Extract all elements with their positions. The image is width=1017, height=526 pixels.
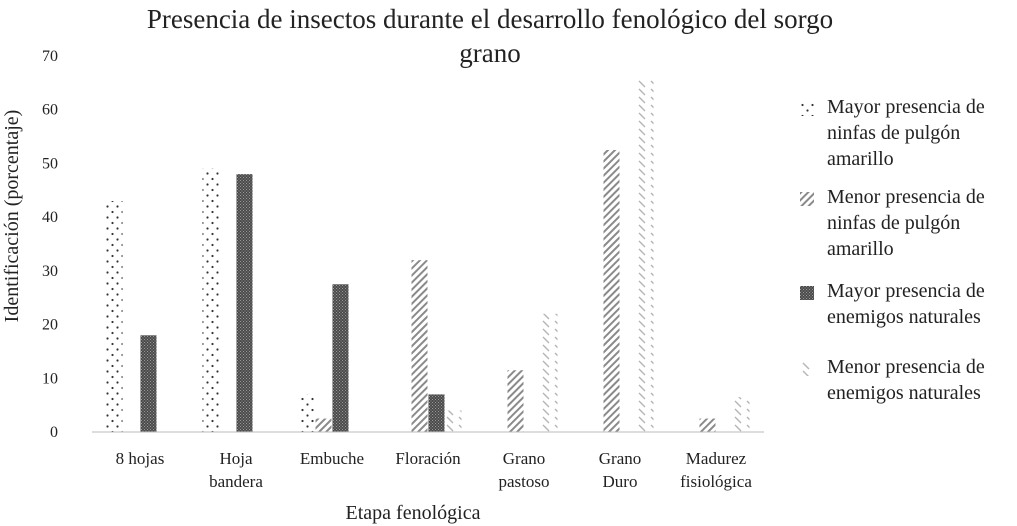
bar-series-3-cat-5 bbox=[637, 80, 654, 433]
bar-series-3-cat-6 bbox=[733, 397, 750, 432]
bar-series-3-cat-3 bbox=[445, 410, 462, 432]
y-tick-label: 40 bbox=[42, 209, 58, 226]
y-tick-label: 20 bbox=[42, 317, 58, 334]
legend-swatch-dots bbox=[800, 102, 814, 116]
x-tick-label-line: 8 hojas bbox=[116, 449, 165, 468]
y-tick-label: 70 bbox=[42, 48, 58, 65]
chart-title-line: Presencia de insectos durante el desarro… bbox=[146, 4, 834, 34]
x-tick-label-line: Grano bbox=[503, 449, 545, 468]
y-tick-label: 50 bbox=[42, 155, 58, 172]
x-tick-label: Grano Duro bbox=[599, 449, 641, 491]
x-tick-label: Floración bbox=[395, 449, 461, 468]
legend-swatch-light bbox=[800, 362, 814, 376]
x-tick-label-line: bandera bbox=[209, 472, 263, 491]
x-tick-label: Embuche bbox=[300, 449, 364, 468]
x-tick-label-line: pastoso bbox=[499, 472, 550, 491]
chart-title: Presencia de insectos durante el desarro… bbox=[40, 2, 940, 70]
legend-label-line: Menor presencia de bbox=[827, 356, 985, 378]
y-axis-label: Identificación (porcentaje) bbox=[1, 110, 23, 323]
y-tick-label: 10 bbox=[42, 370, 58, 387]
bar-series-0-cat-1 bbox=[202, 168, 219, 433]
legend-label-line: ninfas de pulgón bbox=[827, 122, 961, 144]
legend-label-line: Mayor presencia de bbox=[827, 96, 985, 118]
y-tick-label: 60 bbox=[42, 102, 58, 119]
legend-swatch-diagonal bbox=[800, 192, 814, 206]
legend: Mayor presencia de ninfas de pulgón amar… bbox=[800, 94, 1015, 406]
x-tick-label-line: Grano bbox=[599, 449, 641, 468]
x-tick-label: 8 hojas bbox=[116, 449, 165, 468]
x-tick-label-line: Floración bbox=[395, 449, 461, 468]
legend-item: Menor presencia de enemigos naturales bbox=[800, 354, 1015, 406]
bar-series-1-cat-4 bbox=[507, 370, 524, 432]
chart-title-line: grano bbox=[459, 38, 521, 68]
bar-series-1-cat-3 bbox=[411, 260, 428, 432]
bar-series-2-cat-0 bbox=[140, 335, 157, 432]
y-axis-ticks: 0 10 20 30 40 50 60 70 bbox=[42, 48, 58, 441]
x-tick-label-line: Duro bbox=[603, 472, 638, 491]
bar-series-2-cat-2 bbox=[332, 284, 349, 432]
x-tick-label: Grano pastoso bbox=[499, 449, 550, 491]
legend-label-line: Menor presencia de bbox=[827, 186, 985, 208]
bar-series-2-cat-3 bbox=[428, 394, 445, 432]
bar-series-0-cat-0 bbox=[106, 201, 123, 432]
y-tick-label: 0 bbox=[50, 424, 58, 441]
x-axis-ticks: 8 hojas Hoja bandera Embuche Floración Grano p… bbox=[116, 449, 753, 491]
x-tick-label-line: fisiológica bbox=[680, 472, 752, 491]
legend-label-line: amarillo bbox=[827, 148, 894, 170]
x-tick-label-line: Embuche bbox=[300, 449, 364, 468]
x-tick-label: Hoja bandera bbox=[209, 449, 263, 491]
legend-label-line: enemigos naturales bbox=[827, 382, 981, 404]
bar-series-1-cat-2 bbox=[315, 418, 332, 432]
legend-label-line: amarillo bbox=[827, 238, 894, 260]
bar-series-1-cat-6 bbox=[699, 418, 716, 432]
legend-label-line: enemigos naturales bbox=[827, 306, 981, 328]
x-tick-label: Madurez fisiológica bbox=[680, 449, 752, 491]
bar-series-0-cat-2 bbox=[298, 394, 315, 432]
legend-label-line: Mayor presencia de bbox=[827, 280, 985, 302]
x-tick-label-line: Hoja bbox=[219, 449, 253, 468]
y-tick-label: 30 bbox=[42, 263, 58, 280]
x-axis-label: Etapa fenológica bbox=[346, 502, 481, 524]
x-tick-label-line: Madurez bbox=[686, 449, 747, 468]
legend-item: Menor presencia de ninfas de pulgón amar… bbox=[800, 184, 1015, 278]
bar-series-2-cat-1 bbox=[236, 174, 253, 432]
legend-item: Mayor presencia de enemigos naturales bbox=[800, 278, 1015, 354]
legend-swatch-dense bbox=[800, 286, 814, 300]
legend-item: Mayor presencia de ninfas de pulgón amar… bbox=[800, 94, 1015, 184]
bar-series-3-cat-4 bbox=[541, 313, 558, 432]
legend-label-line: ninfas de pulgón bbox=[827, 212, 961, 234]
bars bbox=[106, 80, 750, 433]
bar-series-1-cat-5 bbox=[603, 150, 620, 432]
